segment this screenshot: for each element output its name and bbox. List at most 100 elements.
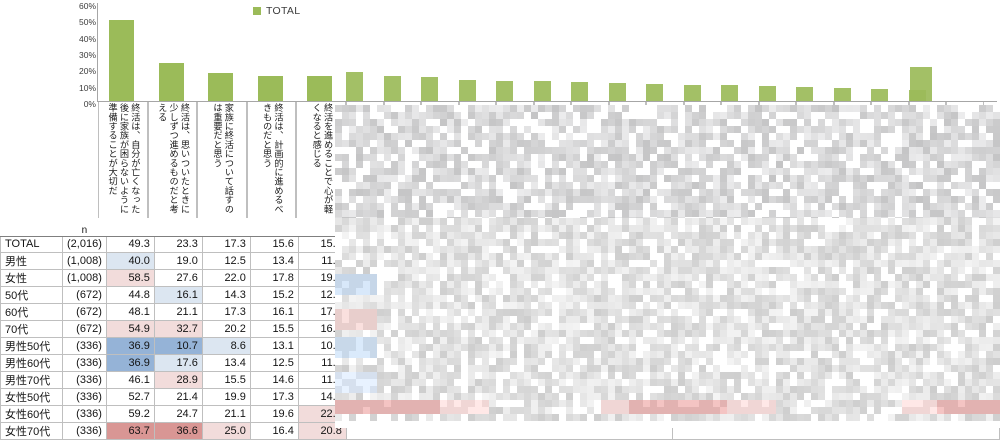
table-cell: 19.9 [201,387,251,406]
table-cell: 16.1 [153,285,203,304]
table-cell: 20.2 [201,319,251,338]
bar [307,76,333,101]
category-label-text: 家族に終活について話すのは重要だと思う [211,103,234,214]
bar [158,62,184,101]
bar-redacted [421,76,438,101]
table-cell: 13.4 [201,353,251,372]
row-sample-size: (336) [62,336,107,355]
table-cell: 21.4 [153,387,203,406]
bar-redacted [458,79,476,101]
table-cell: 16.4 [249,421,299,440]
category-label-text: 終活は、自分が亡くなった後に家族が困らないように準備することが大切だ [107,103,140,214]
category-label-1: 終活は、自分が亡くなった後に家族が困らないように準備することが大切だ [98,102,148,218]
table-cell: 24.7 [153,404,203,423]
table-cell: 32.7 [153,319,203,338]
table-cell: 17.3 [249,387,299,406]
plot-area [98,3,998,101]
table-cell: 15.6 [249,235,299,253]
table-cell: 13.4 [249,251,299,270]
row-sample-size: (336) [62,387,107,406]
row-label: 男性50代 [0,336,63,355]
table-cell: 48.1 [105,302,155,321]
table-cell: 12.5 [201,251,251,270]
y-axis-line [97,3,98,102]
table-cell: 59.2 [105,404,155,423]
table-cell: 63.7 [105,421,155,440]
table-cell: 19.6 [249,404,299,423]
header-q4 [250,218,299,237]
table-cell: 21.1 [153,302,203,321]
bar-redacted [496,80,513,101]
redacted-table-region [335,218,1000,428]
row-label: 女性60代 [0,404,63,423]
row-sample-size: (336) [62,421,107,440]
y-axis-tick: 50% [78,17,96,28]
header-blank [0,218,63,237]
bar [109,20,134,101]
header-q3 [202,218,251,237]
category-label-2: 終活は、思いついたときに少しずつ進めるものだと考える [147,102,198,218]
bar [208,72,234,101]
row-label: 男性60代 [0,353,63,372]
table-cell: 52.7 [105,387,155,406]
row-label: TOTAL [0,235,63,253]
table-cell: 40.0 [105,251,155,270]
table-cell: 8.6 [201,336,251,355]
row-label: 女性 [0,268,63,287]
table-cell: 11.9 [297,370,347,389]
bar-redacted [721,85,738,101]
table-cell: 17.3 [201,235,251,253]
header-q2 [154,218,203,237]
row-label: 60代 [0,302,63,321]
bar-redacted [646,83,663,101]
row-sample-size: (336) [62,353,107,372]
table-cell: 17.8 [249,268,299,287]
category-label-4: 終活は、計画的に進めるべきものだと思う [246,102,297,218]
bar-redacted [758,86,776,101]
row-sample-size: (672) [62,319,107,338]
row-sample-size: (1,008) [62,251,107,270]
table-cell: 13.1 [249,336,299,355]
category-label-3: 家族に終活について話すのは重要だと思う [197,102,247,218]
row-sample-size: (336) [62,404,107,423]
y-axis-tick: 40% [78,33,96,44]
category-label-text: 終活を進めることで心が軽くなると感じる [311,103,333,214]
legend-label-total: TOTAL [266,5,301,17]
x-axis-line [97,101,997,102]
category-label-text: 終活は、計画的に進めるべきものだと思う [261,103,283,214]
y-axis-tick: 10% [78,82,96,93]
table-cell: 17.6 [153,353,203,372]
table-cell: 19.0 [153,251,203,270]
table-cell: 44.8 [105,285,155,304]
bar-redacted [833,87,851,101]
redacted-chart-region [335,0,1000,224]
row-sample-size: (672) [62,285,107,304]
table-cell: 49.3 [105,235,155,253]
y-axis-tick: 60% [78,1,96,11]
table-cell: 23.3 [153,235,203,253]
row-label: 女性70代 [0,421,63,440]
table-cell: 21.1 [201,404,251,423]
bar-redacted [533,81,551,101]
table-cell: 15.2 [249,285,299,304]
row-label: 女性50代 [0,387,63,406]
table-cell: 16.1 [249,302,299,321]
bar-redacted [571,82,588,101]
table-cell: 27.6 [153,268,203,287]
table-cell: 15.3 [297,235,347,253]
row-sample-size: (672) [62,302,107,321]
table-cell: 58.5 [105,268,155,287]
table-cell: 15.5 [249,319,299,338]
header-q1 [106,218,155,237]
header-n: n [62,218,107,237]
row-sample-size: (1,008) [62,268,107,287]
row-label: 50代 [0,285,63,304]
table-cell: 14.3 [201,285,251,304]
row-label: 70代 [0,319,63,338]
bar-redacted [910,66,932,101]
table-cell: 12.5 [249,353,299,372]
table-cell: 15.5 [201,370,251,389]
table-cell: 36.9 [105,336,155,355]
category-label-text: 終活は、思いついたときに少しずつ進めるものだと考える [156,103,190,214]
